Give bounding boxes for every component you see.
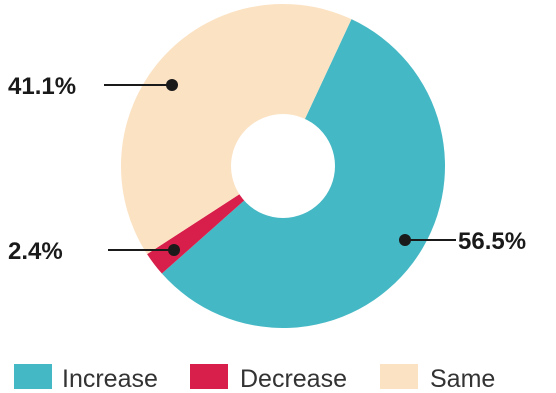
donut-hole — [231, 114, 335, 218]
legend-item-decrease: Decrease — [190, 364, 347, 393]
leader-dot-same — [166, 79, 178, 91]
callout-increase: 56.5% — [399, 228, 526, 255]
legend-label-same: Same — [430, 365, 495, 393]
leader-dot-decrease — [168, 244, 180, 256]
legend-label-increase: Increase — [62, 365, 158, 393]
legend-swatch-same — [380, 364, 418, 389]
data-label-decrease: 2.4% — [8, 238, 63, 265]
data-label-increase: 56.5% — [458, 228, 526, 255]
legend-swatch-decrease — [190, 364, 228, 389]
callout-same: 41.1% — [8, 73, 178, 100]
legend-item-increase: Increase — [14, 364, 158, 393]
callout-decrease: 2.4% — [8, 238, 180, 265]
legend-label-decrease: Decrease — [240, 365, 347, 393]
legend: Increase Decrease Same — [14, 364, 495, 393]
slice-same — [120, 4, 352, 255]
legend-item-same: Same — [380, 364, 495, 393]
legend-swatch-increase — [14, 364, 52, 389]
data-label-same: 41.1% — [8, 73, 76, 100]
leader-dot-increase — [399, 234, 411, 246]
